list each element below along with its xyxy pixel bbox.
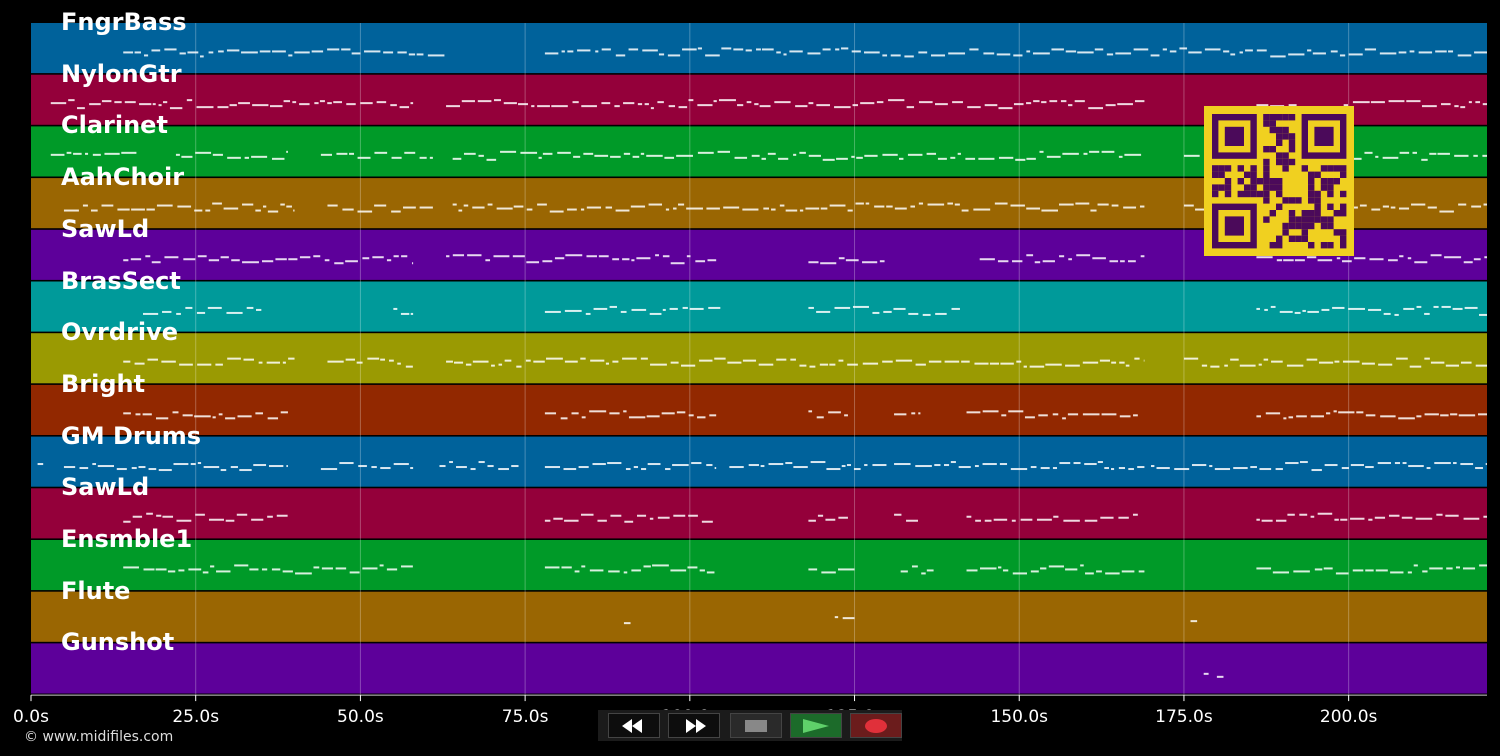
note-segment (834, 616, 855, 620)
record-button[interactable] (850, 713, 902, 738)
note-segment (544, 47, 1487, 58)
note-segment (175, 150, 288, 160)
note-segment (446, 357, 1145, 368)
note-segment (808, 410, 848, 419)
note-segment (1256, 254, 1487, 264)
time-tick-label: 175.0s (1155, 707, 1213, 727)
note-segment (966, 513, 1138, 522)
note-segment (729, 461, 887, 471)
note-segment (1256, 410, 1487, 420)
note-segment (123, 357, 295, 366)
note-segment (123, 411, 288, 420)
note-segment (966, 410, 1138, 420)
time-tick-label: 50.0s (337, 707, 384, 727)
stop-icon (745, 719, 767, 732)
transport-bar (598, 710, 902, 741)
note-segment (808, 257, 885, 265)
track-label: SawLd (61, 473, 150, 502)
note-segment (1256, 305, 1487, 316)
track-label: SawLd (61, 214, 150, 243)
note-segment (1216, 675, 1224, 678)
record-icon (865, 718, 887, 733)
note-segment (143, 306, 262, 315)
note-segment (808, 514, 848, 522)
track-label: Ensmble1 (61, 525, 193, 553)
note-segment (808, 568, 855, 574)
note-segment (544, 410, 717, 420)
note-segment (446, 254, 717, 265)
track-band (31, 488, 1487, 539)
fast-forward-icon (686, 718, 706, 733)
note-segment (966, 564, 1145, 575)
note-segment (1190, 620, 1198, 623)
note-segment (894, 412, 921, 416)
track-band (31, 540, 1487, 591)
note-segment (979, 254, 1145, 264)
credit-text: © www.midifiles.com (24, 729, 174, 745)
play-button[interactable] (790, 713, 842, 738)
time-tick-label: 150.0s (990, 707, 1048, 727)
track-label: Clarinet (61, 111, 168, 140)
note-segment (446, 99, 1145, 110)
track-band (31, 436, 1487, 487)
note-segment (327, 357, 413, 368)
note-segment (623, 622, 631, 625)
note-segment (123, 255, 414, 265)
track-label: AahChoir (61, 163, 185, 192)
note-segment (37, 463, 44, 466)
time-tick-label: 75.0s (501, 707, 549, 727)
note-segment (808, 305, 960, 316)
time-tick-label: 0.0s (13, 707, 49, 727)
note-segment (50, 99, 414, 110)
note-segment (452, 150, 1142, 161)
rewind-button[interactable] (608, 713, 660, 738)
play-icon (803, 718, 829, 733)
note-segment (320, 151, 433, 159)
track-label: BrasSect (61, 266, 181, 295)
track-label: NylonGtr (61, 59, 182, 88)
track-band (31, 591, 1487, 642)
note-segment (50, 151, 137, 156)
note-segment (544, 305, 721, 315)
note-segment (544, 564, 715, 574)
fast-forward-button[interactable] (668, 713, 720, 738)
note-segment (123, 564, 413, 575)
time-tick-label: 200.0s (1319, 707, 1378, 727)
note-segment (544, 462, 717, 471)
note-segment (894, 461, 1145, 471)
note-segment (1151, 461, 1487, 472)
note-segment (63, 202, 295, 213)
note-segment (900, 565, 934, 575)
track-band (31, 333, 1487, 384)
note-segment (123, 512, 288, 523)
note-segment (393, 307, 414, 315)
track-label: Flute (61, 576, 131, 605)
track-band (31, 23, 1487, 74)
note-segment (1183, 357, 1487, 368)
track-label: Gunshot (61, 628, 175, 657)
note-segment (894, 513, 918, 522)
note-segment (1256, 564, 1487, 575)
track-label: FngrBass (61, 8, 187, 36)
note-segment (123, 48, 445, 58)
rewind-icon (622, 718, 642, 733)
note-segment (452, 202, 1145, 213)
note-segment (544, 513, 713, 523)
note-segment (1203, 672, 1209, 675)
note-segment (439, 461, 519, 471)
track-band (31, 281, 1487, 332)
time-tick-label: 25.0s (172, 707, 220, 727)
stop-button[interactable] (730, 713, 782, 738)
track-label: Bright (61, 369, 146, 398)
track-label: GM Drums (61, 421, 202, 450)
track-band (31, 643, 1487, 694)
note-segment (1256, 512, 1487, 522)
qr-code-icon[interactable] (1204, 106, 1354, 256)
note-segment (327, 204, 433, 213)
note-segment (63, 462, 288, 472)
track-label: Ovrdrive (61, 318, 179, 347)
track-band (31, 384, 1487, 435)
note-segment (320, 462, 414, 471)
